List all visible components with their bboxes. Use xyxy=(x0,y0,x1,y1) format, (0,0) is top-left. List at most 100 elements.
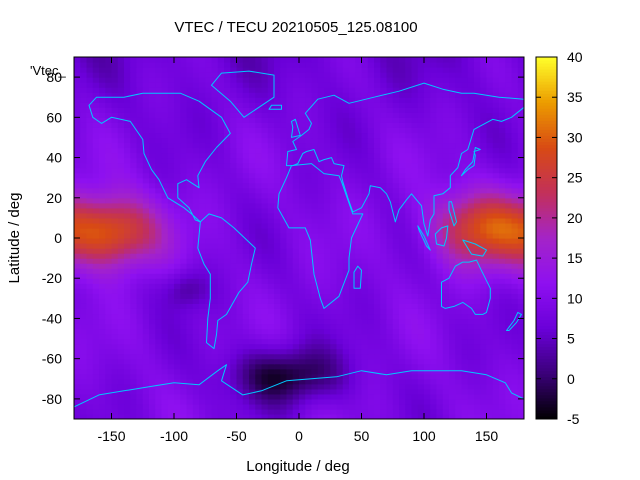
heatmap-cell xyxy=(317,248,325,254)
heatmap-cell xyxy=(392,313,400,320)
heatmap-cell xyxy=(236,388,244,395)
heatmap-cell xyxy=(161,338,169,345)
heatmap-cell xyxy=(499,127,506,134)
heatmap-cell xyxy=(99,328,106,335)
heatmap-cell xyxy=(255,202,263,209)
heatmap-cell xyxy=(405,288,413,294)
heatmap-cell xyxy=(199,147,206,154)
heatmap-cell xyxy=(224,373,231,380)
heatmap-cell xyxy=(155,363,163,370)
heatmap-cell xyxy=(311,172,319,179)
heatmap-cell xyxy=(405,207,413,214)
heatmap-cell xyxy=(111,328,119,335)
heatmap-cell xyxy=(505,388,513,395)
heatmap-cell xyxy=(380,353,388,360)
heatmap-cell xyxy=(292,132,300,139)
heatmap-cell xyxy=(311,142,319,149)
heatmap-cell xyxy=(192,132,200,139)
heatmap-cell xyxy=(505,313,513,320)
heatmap-cell xyxy=(117,338,125,345)
heatmap-cell xyxy=(417,383,425,390)
heatmap-cell xyxy=(474,177,481,184)
heatmap-cell xyxy=(367,167,375,174)
heatmap-cell xyxy=(130,408,138,415)
heatmap-cell xyxy=(511,157,519,164)
heatmap-cell xyxy=(367,403,375,410)
heatmap-cell xyxy=(249,152,256,159)
heatmap-cell xyxy=(342,187,350,194)
heatmap-cell xyxy=(305,177,313,184)
heatmap-cell xyxy=(380,177,388,184)
heatmap-cell xyxy=(92,258,100,264)
heatmap-cell xyxy=(136,112,144,118)
heatmap-cell xyxy=(286,408,294,415)
heatmap-cell xyxy=(386,288,394,294)
heatmap-cell xyxy=(155,172,163,179)
heatmap-cell xyxy=(330,323,338,330)
heatmap-cell xyxy=(155,268,163,274)
heatmap-cell xyxy=(486,137,494,144)
heatmap-cell xyxy=(105,263,113,269)
heatmap-cell xyxy=(261,243,269,249)
heatmap-cell xyxy=(436,413,444,419)
heatmap-cell xyxy=(167,112,175,118)
heatmap-cell xyxy=(349,373,356,380)
heatmap-cell xyxy=(474,248,481,254)
heatmap-cell xyxy=(99,363,106,370)
heatmap-cell xyxy=(286,107,294,113)
heatmap-cell xyxy=(361,348,369,355)
heatmap-cell xyxy=(355,227,363,234)
heatmap-cell xyxy=(324,72,331,78)
heatmap-cell xyxy=(130,368,138,375)
heatmap-cell xyxy=(499,132,506,139)
heatmap-cell xyxy=(180,192,188,199)
heatmap-cell xyxy=(192,373,200,380)
heatmap-cell xyxy=(136,238,144,244)
heatmap-cell xyxy=(467,212,475,219)
heatmap-cell xyxy=(155,318,163,325)
heatmap-cell xyxy=(117,187,125,194)
heatmap-cell xyxy=(117,373,125,380)
heatmap-cell xyxy=(124,187,131,194)
heatmap-cell xyxy=(517,142,524,149)
heatmap-cell xyxy=(199,313,206,320)
heatmap-cell xyxy=(292,298,300,304)
heatmap-cell xyxy=(261,222,269,229)
heatmap-cell xyxy=(342,413,350,419)
heatmap-cell xyxy=(455,373,463,380)
heatmap-cell xyxy=(111,72,119,78)
heatmap-cell xyxy=(405,112,413,118)
heatmap-cell xyxy=(130,293,138,299)
heatmap-cell xyxy=(299,117,306,123)
heatmap-cell xyxy=(499,348,506,355)
heatmap-cell xyxy=(111,222,119,229)
heatmap-cell xyxy=(86,278,94,284)
heatmap-cell xyxy=(74,87,81,93)
heatmap-cell xyxy=(236,87,244,93)
heatmap-cell xyxy=(455,152,463,159)
heatmap-cell xyxy=(161,177,169,184)
heatmap-cell xyxy=(192,117,200,123)
heatmap-cell xyxy=(280,258,288,264)
heatmap-cell xyxy=(286,172,294,179)
heatmap-cell xyxy=(430,338,438,345)
heatmap-cell xyxy=(124,368,131,375)
heatmap-cell xyxy=(317,142,325,149)
heatmap-cell xyxy=(267,187,275,194)
heatmap-cell xyxy=(374,378,381,385)
heatmap-cell xyxy=(405,152,413,159)
heatmap-cell xyxy=(399,132,406,139)
heatmap-cell xyxy=(249,363,256,370)
heatmap-cell xyxy=(311,313,319,320)
heatmap-cell xyxy=(492,227,500,234)
heatmap-cell xyxy=(74,278,81,284)
heatmap-cell xyxy=(92,167,100,174)
heatmap-cell xyxy=(449,82,456,88)
heatmap-cell xyxy=(111,333,119,340)
heatmap-cell xyxy=(111,192,119,199)
heatmap-cell xyxy=(336,77,344,83)
heatmap-cell xyxy=(511,177,519,184)
heatmap-cell xyxy=(105,378,113,385)
heatmap-cell xyxy=(205,102,213,108)
heatmap-cell xyxy=(474,268,481,274)
